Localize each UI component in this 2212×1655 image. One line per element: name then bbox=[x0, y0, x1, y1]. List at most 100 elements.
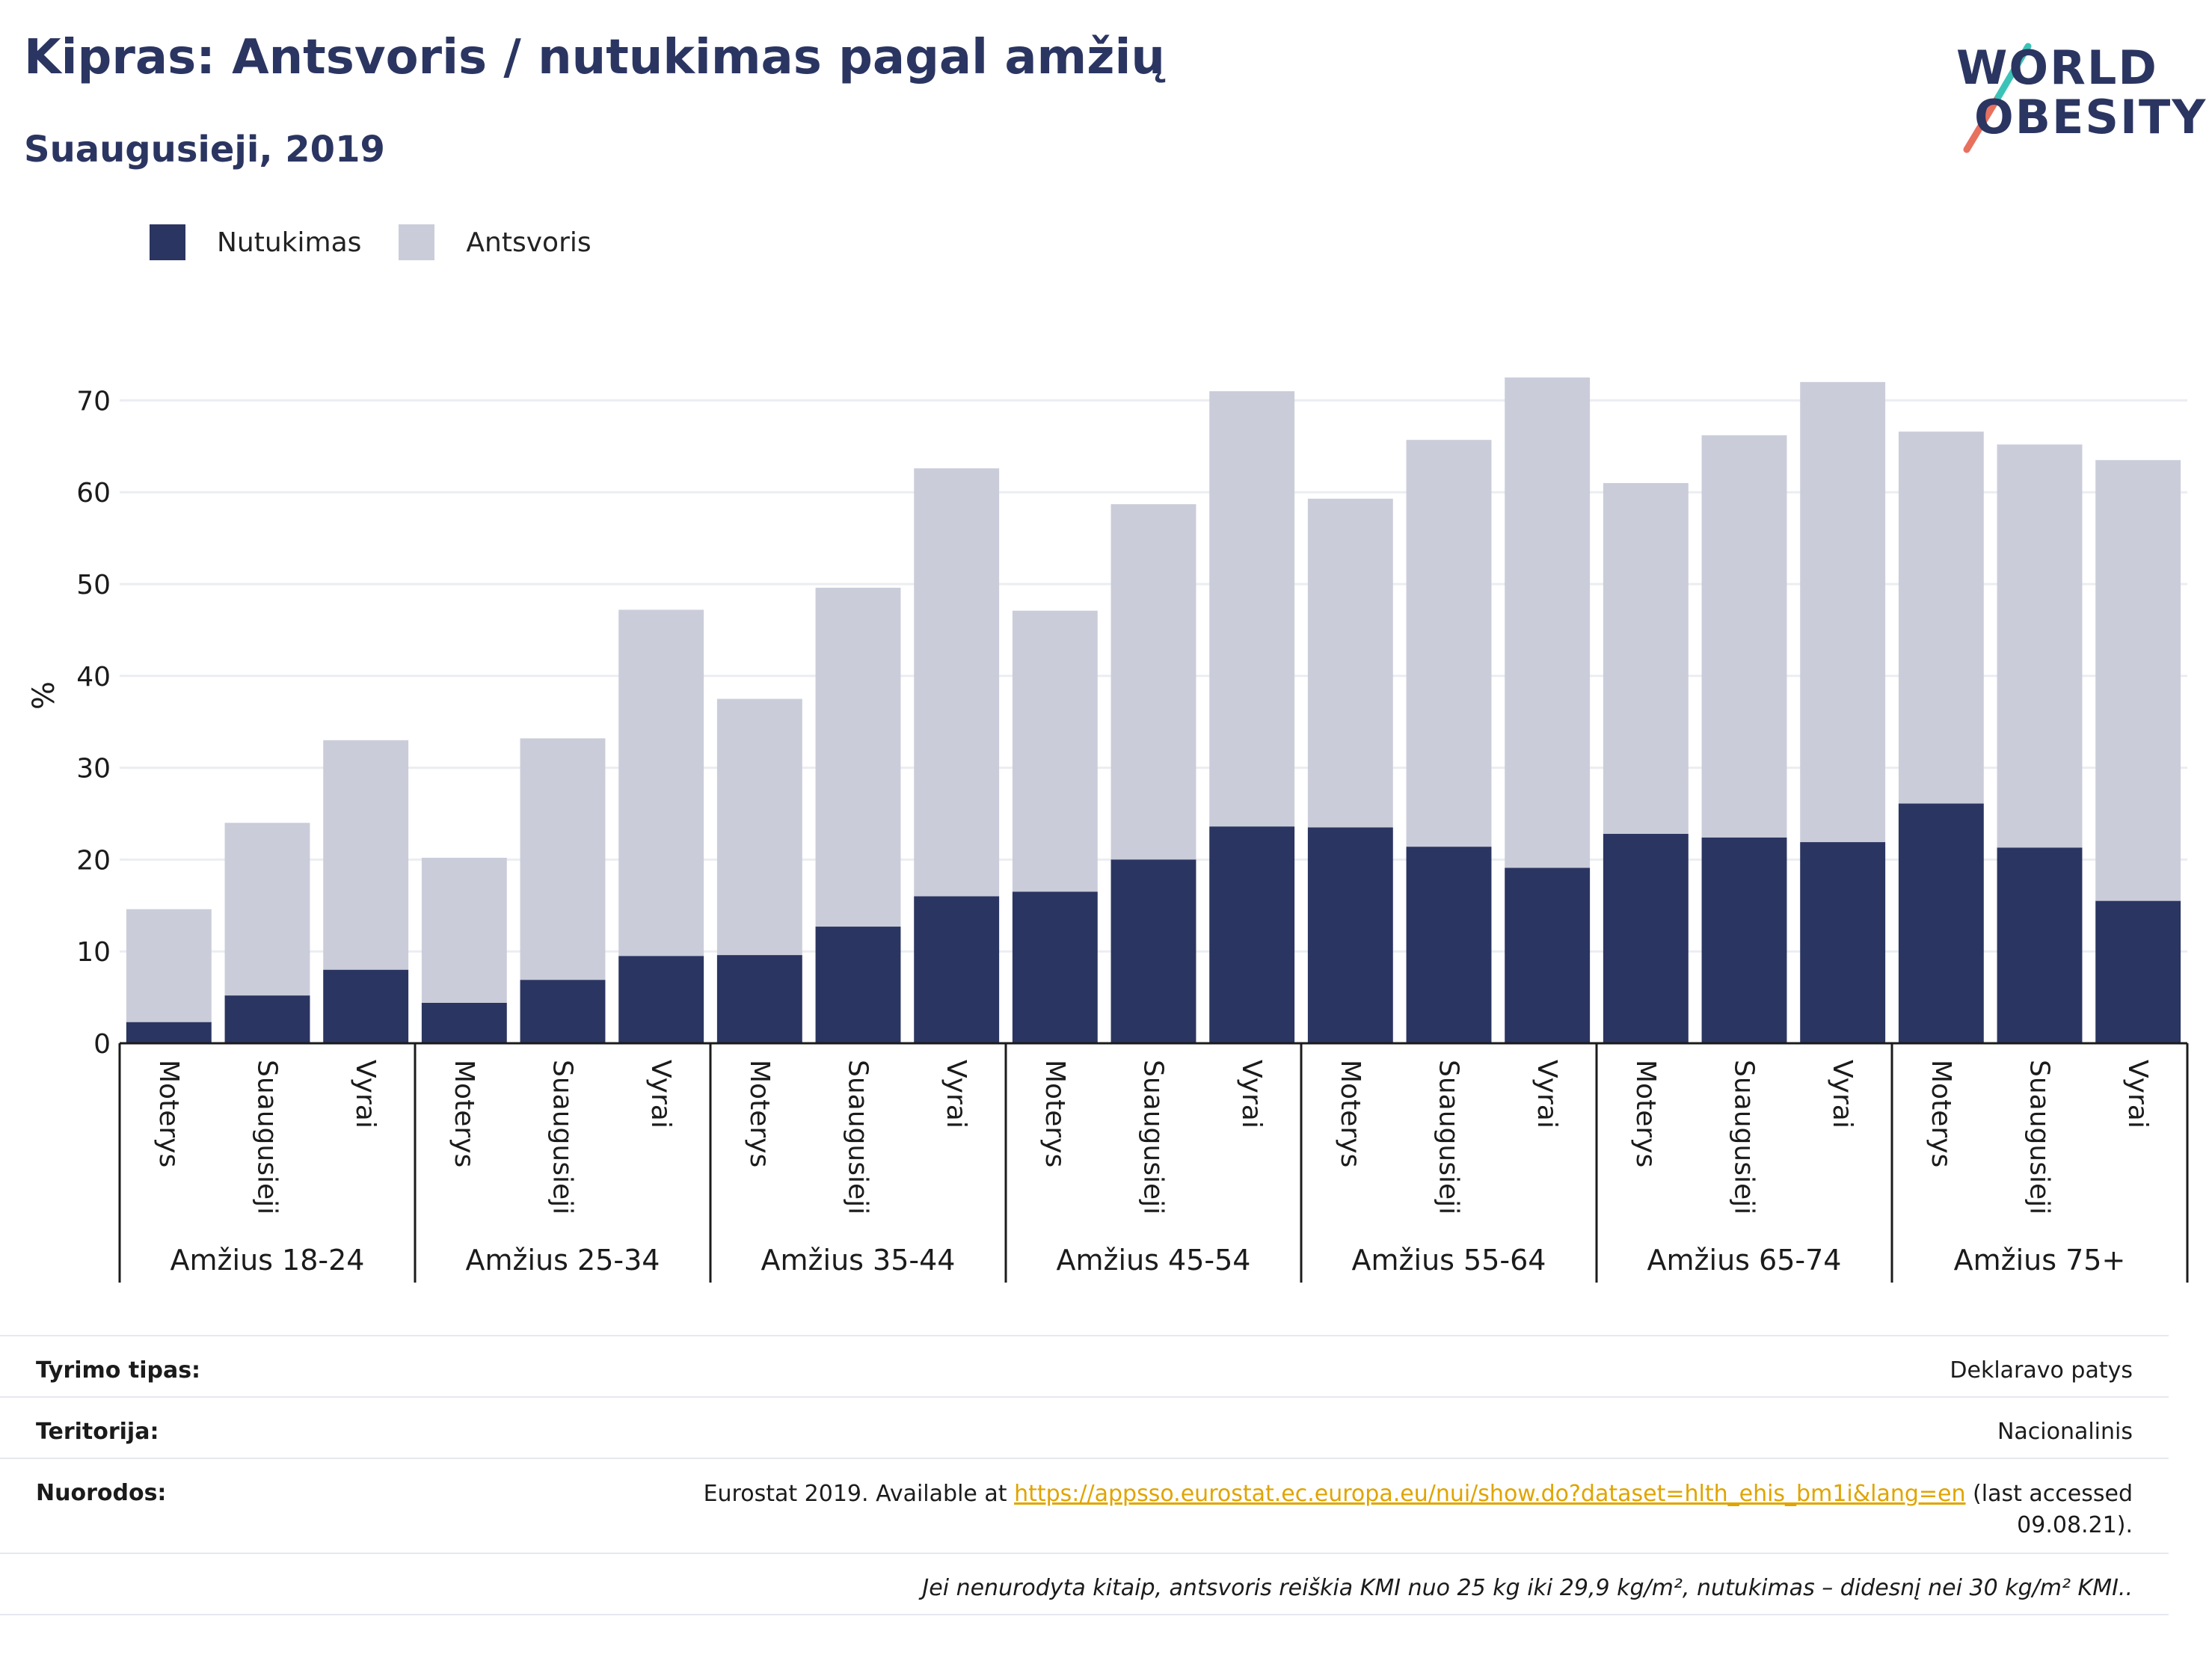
bar-antsvoris bbox=[520, 738, 606, 980]
bar-antsvoris bbox=[126, 909, 212, 1022]
y-tick-label: 40 bbox=[76, 662, 111, 693]
bar-nutukimas bbox=[2095, 900, 2181, 1043]
x-tick-label: Suaugusieji bbox=[2024, 1060, 2055, 1215]
y-tick-label: 70 bbox=[76, 386, 111, 417]
chart-legend: Nutukimas Antsvoris bbox=[150, 224, 629, 260]
bar-nutukimas bbox=[421, 1002, 507, 1043]
group-label: Amžius 25-34 bbox=[466, 1244, 660, 1277]
bar-nutukimas bbox=[1701, 837, 1787, 1043]
info-row-survey: Tyrimo tipas: Deklaravo patys bbox=[0, 1335, 2169, 1396]
bar-antsvoris bbox=[1307, 498, 1393, 828]
group-label: Amžius 75+ bbox=[1954, 1244, 2126, 1277]
x-tick-label: Moterys bbox=[153, 1060, 184, 1167]
x-tick-label: Vyrai bbox=[941, 1060, 971, 1129]
y-tick-label: 10 bbox=[76, 937, 111, 968]
bar-antsvoris bbox=[716, 698, 802, 956]
bar-antsvoris bbox=[618, 610, 704, 957]
x-tick-label: Suaugusieji bbox=[1729, 1060, 1760, 1215]
legend-swatch-nutukimas bbox=[150, 224, 185, 260]
x-tick-label: Suaugusieji bbox=[1138, 1060, 1169, 1215]
bar-nutukimas bbox=[1997, 847, 2083, 1043]
eurostat-link[interactable]: https://appsso.eurostat.ec.europa.eu/nui… bbox=[1014, 1481, 1966, 1507]
x-tick-label: Vyrai bbox=[350, 1060, 381, 1129]
territory-label: Teritorija: bbox=[36, 1419, 159, 1445]
y-tick-label: 20 bbox=[76, 845, 111, 876]
bar-nutukimas bbox=[520, 980, 606, 1043]
bar-antsvoris bbox=[1406, 440, 1492, 847]
bar-antsvoris bbox=[914, 468, 1000, 897]
references-prefix: Eurostat 2019. Available at bbox=[703, 1481, 1015, 1507]
info-row-note: Jei nenurodyta kitaip, antsvoris reiškia… bbox=[0, 1553, 2169, 1615]
y-tick-label: 0 bbox=[93, 1029, 111, 1060]
bar-antsvoris bbox=[1603, 482, 1689, 835]
group-label: Amžius 18-24 bbox=[170, 1244, 365, 1277]
legend-label-antsvoris: Antsvoris bbox=[466, 227, 592, 258]
chart-title: Kipras: Antsvoris / nutukimas pagal amži… bbox=[24, 30, 1165, 85]
references-date: 09.08.21). bbox=[2017, 1512, 2133, 1538]
legend-item-antsvoris: Antsvoris bbox=[399, 224, 592, 260]
bar-nutukimas bbox=[618, 956, 704, 1043]
bar-nutukimas bbox=[323, 969, 409, 1043]
bar-antsvoris bbox=[1997, 444, 2083, 848]
x-tick-label: Moterys bbox=[1039, 1060, 1070, 1167]
legend-label-nutukimas: Nutukimas bbox=[217, 227, 362, 258]
bar-nutukimas bbox=[224, 995, 310, 1043]
chart-subtitle: Suaugusieji, 2019 bbox=[24, 129, 385, 171]
logo-slash-icon bbox=[1963, 43, 2032, 153]
bar-antsvoris bbox=[224, 823, 310, 996]
group-label: Amžius 45-54 bbox=[1057, 1244, 1251, 1277]
info-row-territory: Teritorija: Nacionalinis bbox=[0, 1396, 2169, 1458]
x-tick-label: Vyrai bbox=[2122, 1060, 2153, 1129]
x-tick-label: Suaugusieji bbox=[252, 1060, 283, 1215]
bar-nutukimas bbox=[1406, 847, 1492, 1043]
x-tick-label: Moterys bbox=[449, 1060, 479, 1167]
x-tick-label: Moterys bbox=[1926, 1060, 1956, 1167]
legend-swatch-antsvoris bbox=[399, 224, 435, 260]
bar-nutukimas bbox=[1110, 859, 1196, 1043]
bar-antsvoris bbox=[1209, 391, 1295, 827]
x-tick-label: Moterys bbox=[1630, 1060, 1661, 1167]
info-row-references: Nuorodos: Eurostat 2019. Available at ht… bbox=[0, 1458, 2169, 1553]
world-obesity-logo: WORLD OBESITY bbox=[1944, 22, 2205, 157]
bar-antsvoris bbox=[1012, 610, 1098, 892]
x-tick-label: Vyrai bbox=[645, 1060, 676, 1129]
y-tick-label: 60 bbox=[76, 478, 111, 509]
survey-label: Tyrimo tipas: bbox=[36, 1357, 201, 1384]
bar-antsvoris bbox=[1800, 381, 1886, 843]
bar-nutukimas bbox=[1505, 868, 1591, 1043]
bar-antsvoris bbox=[1505, 377, 1591, 868]
x-tick-label: Vyrai bbox=[1236, 1060, 1267, 1129]
bar-antsvoris bbox=[1701, 435, 1787, 838]
territory-value: Nacionalinis bbox=[1997, 1419, 2133, 1445]
bar-nutukimas bbox=[1603, 834, 1689, 1043]
x-tick-label: Vyrai bbox=[1531, 1060, 1562, 1129]
bar-antsvoris bbox=[1110, 504, 1196, 860]
bar-antsvoris bbox=[815, 587, 901, 927]
y-tick-label: 30 bbox=[76, 754, 111, 784]
bar-nutukimas bbox=[1307, 827, 1393, 1043]
bar-antsvoris bbox=[323, 740, 409, 970]
bar-nutukimas bbox=[815, 927, 901, 1043]
group-label: Amžius 35-44 bbox=[761, 1244, 956, 1277]
bar-antsvoris bbox=[1898, 432, 1984, 804]
y-axis-label: % bbox=[27, 681, 61, 710]
group-label: Amžius 55-64 bbox=[1352, 1244, 1546, 1277]
definition-note: Jei nenurodyta kitaip, antsvoris reiškia… bbox=[922, 1575, 2133, 1601]
bar-nutukimas bbox=[1012, 891, 1098, 1043]
bar-antsvoris bbox=[421, 857, 507, 1003]
bar-nutukimas bbox=[126, 1022, 212, 1043]
y-tick-label: 50 bbox=[76, 570, 111, 601]
references-label: Nuorodos: bbox=[36, 1480, 167, 1506]
x-tick-label: Moterys bbox=[1335, 1060, 1365, 1167]
stacked-bar-chart: 0 10 20 30 40 50 60 70% Moterys Suaugusieji Vyrai M… bbox=[27, 377, 2189, 1283]
bar-nutukimas bbox=[716, 955, 802, 1043]
survey-value: Deklaravo patys bbox=[1950, 1357, 2133, 1384]
x-tick-label: Suaugusieji bbox=[843, 1060, 873, 1215]
logo-text-world: WORLD bbox=[1956, 40, 2158, 95]
x-tick-label: Vyrai bbox=[1827, 1060, 1858, 1129]
bar-nutukimas bbox=[914, 896, 1000, 1043]
x-tick-label: Moterys bbox=[744, 1060, 775, 1167]
bar-nutukimas bbox=[1800, 842, 1886, 1043]
bar-nutukimas bbox=[1209, 826, 1295, 1043]
references-suffix: (last accessed bbox=[1965, 1481, 2133, 1507]
